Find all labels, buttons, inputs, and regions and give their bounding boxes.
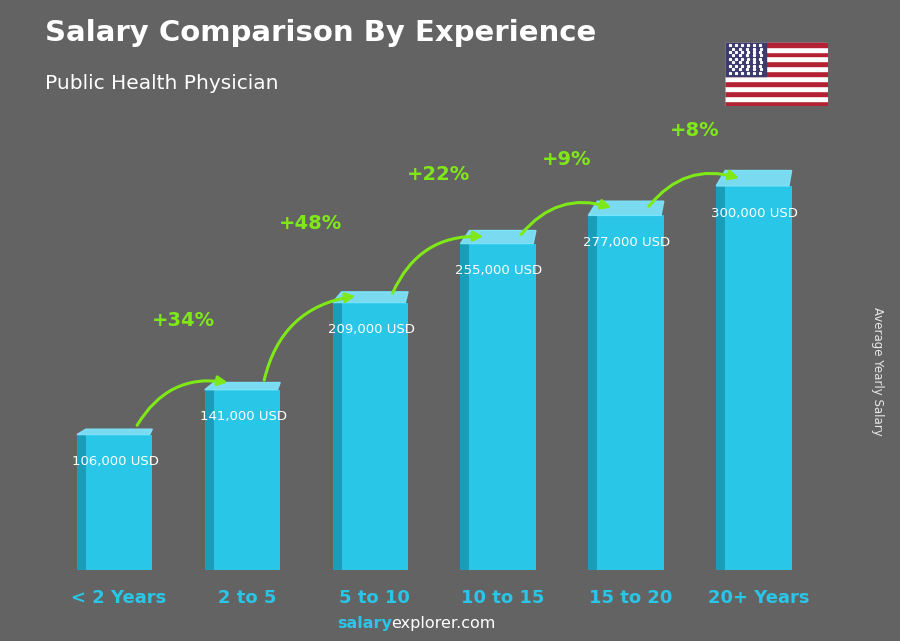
Bar (724, 76, 828, 81)
Bar (205, 390, 213, 570)
Text: +9%: +9% (542, 150, 591, 169)
Bar (724, 81, 828, 86)
Text: 141,000 USD: 141,000 USD (200, 410, 286, 424)
Polygon shape (461, 231, 536, 244)
Text: Salary Comparison By Experience: Salary Comparison By Experience (45, 19, 596, 47)
Polygon shape (76, 429, 152, 435)
Bar (724, 66, 828, 71)
Bar (724, 86, 828, 91)
Text: 277,000 USD: 277,000 USD (583, 236, 670, 249)
Bar (724, 101, 828, 106)
Bar (724, 42, 828, 47)
Bar (724, 56, 828, 62)
Text: +8%: +8% (670, 121, 719, 140)
Polygon shape (589, 201, 664, 215)
Bar (725, 186, 792, 570)
Bar (724, 96, 828, 101)
Bar (724, 71, 828, 76)
Bar (724, 42, 766, 76)
Bar (724, 62, 828, 66)
Text: Average Yearly Salary: Average Yearly Salary (871, 308, 884, 436)
Text: +22%: +22% (407, 165, 471, 183)
Bar (213, 390, 280, 570)
Polygon shape (716, 171, 792, 186)
Bar (86, 435, 152, 570)
Polygon shape (333, 292, 408, 303)
Bar (461, 244, 470, 570)
Bar (470, 244, 536, 570)
Bar (724, 91, 828, 96)
Polygon shape (205, 383, 280, 390)
Bar (724, 51, 828, 56)
Bar (333, 303, 342, 570)
Text: 300,000 USD: 300,000 USD (711, 206, 798, 220)
Bar (589, 215, 598, 570)
Text: salary: salary (337, 617, 392, 631)
Bar (724, 47, 828, 51)
Bar (716, 186, 725, 570)
Bar (598, 215, 664, 570)
Text: 255,000 USD: 255,000 USD (455, 264, 543, 278)
Text: Public Health Physician: Public Health Physician (45, 74, 278, 93)
Text: 209,000 USD: 209,000 USD (328, 323, 414, 337)
Text: +34%: +34% (151, 311, 214, 329)
Bar (342, 303, 408, 570)
Text: +48%: +48% (279, 214, 343, 233)
Text: 106,000 USD: 106,000 USD (72, 455, 158, 469)
Bar (76, 435, 86, 570)
Text: explorer.com: explorer.com (392, 617, 496, 631)
